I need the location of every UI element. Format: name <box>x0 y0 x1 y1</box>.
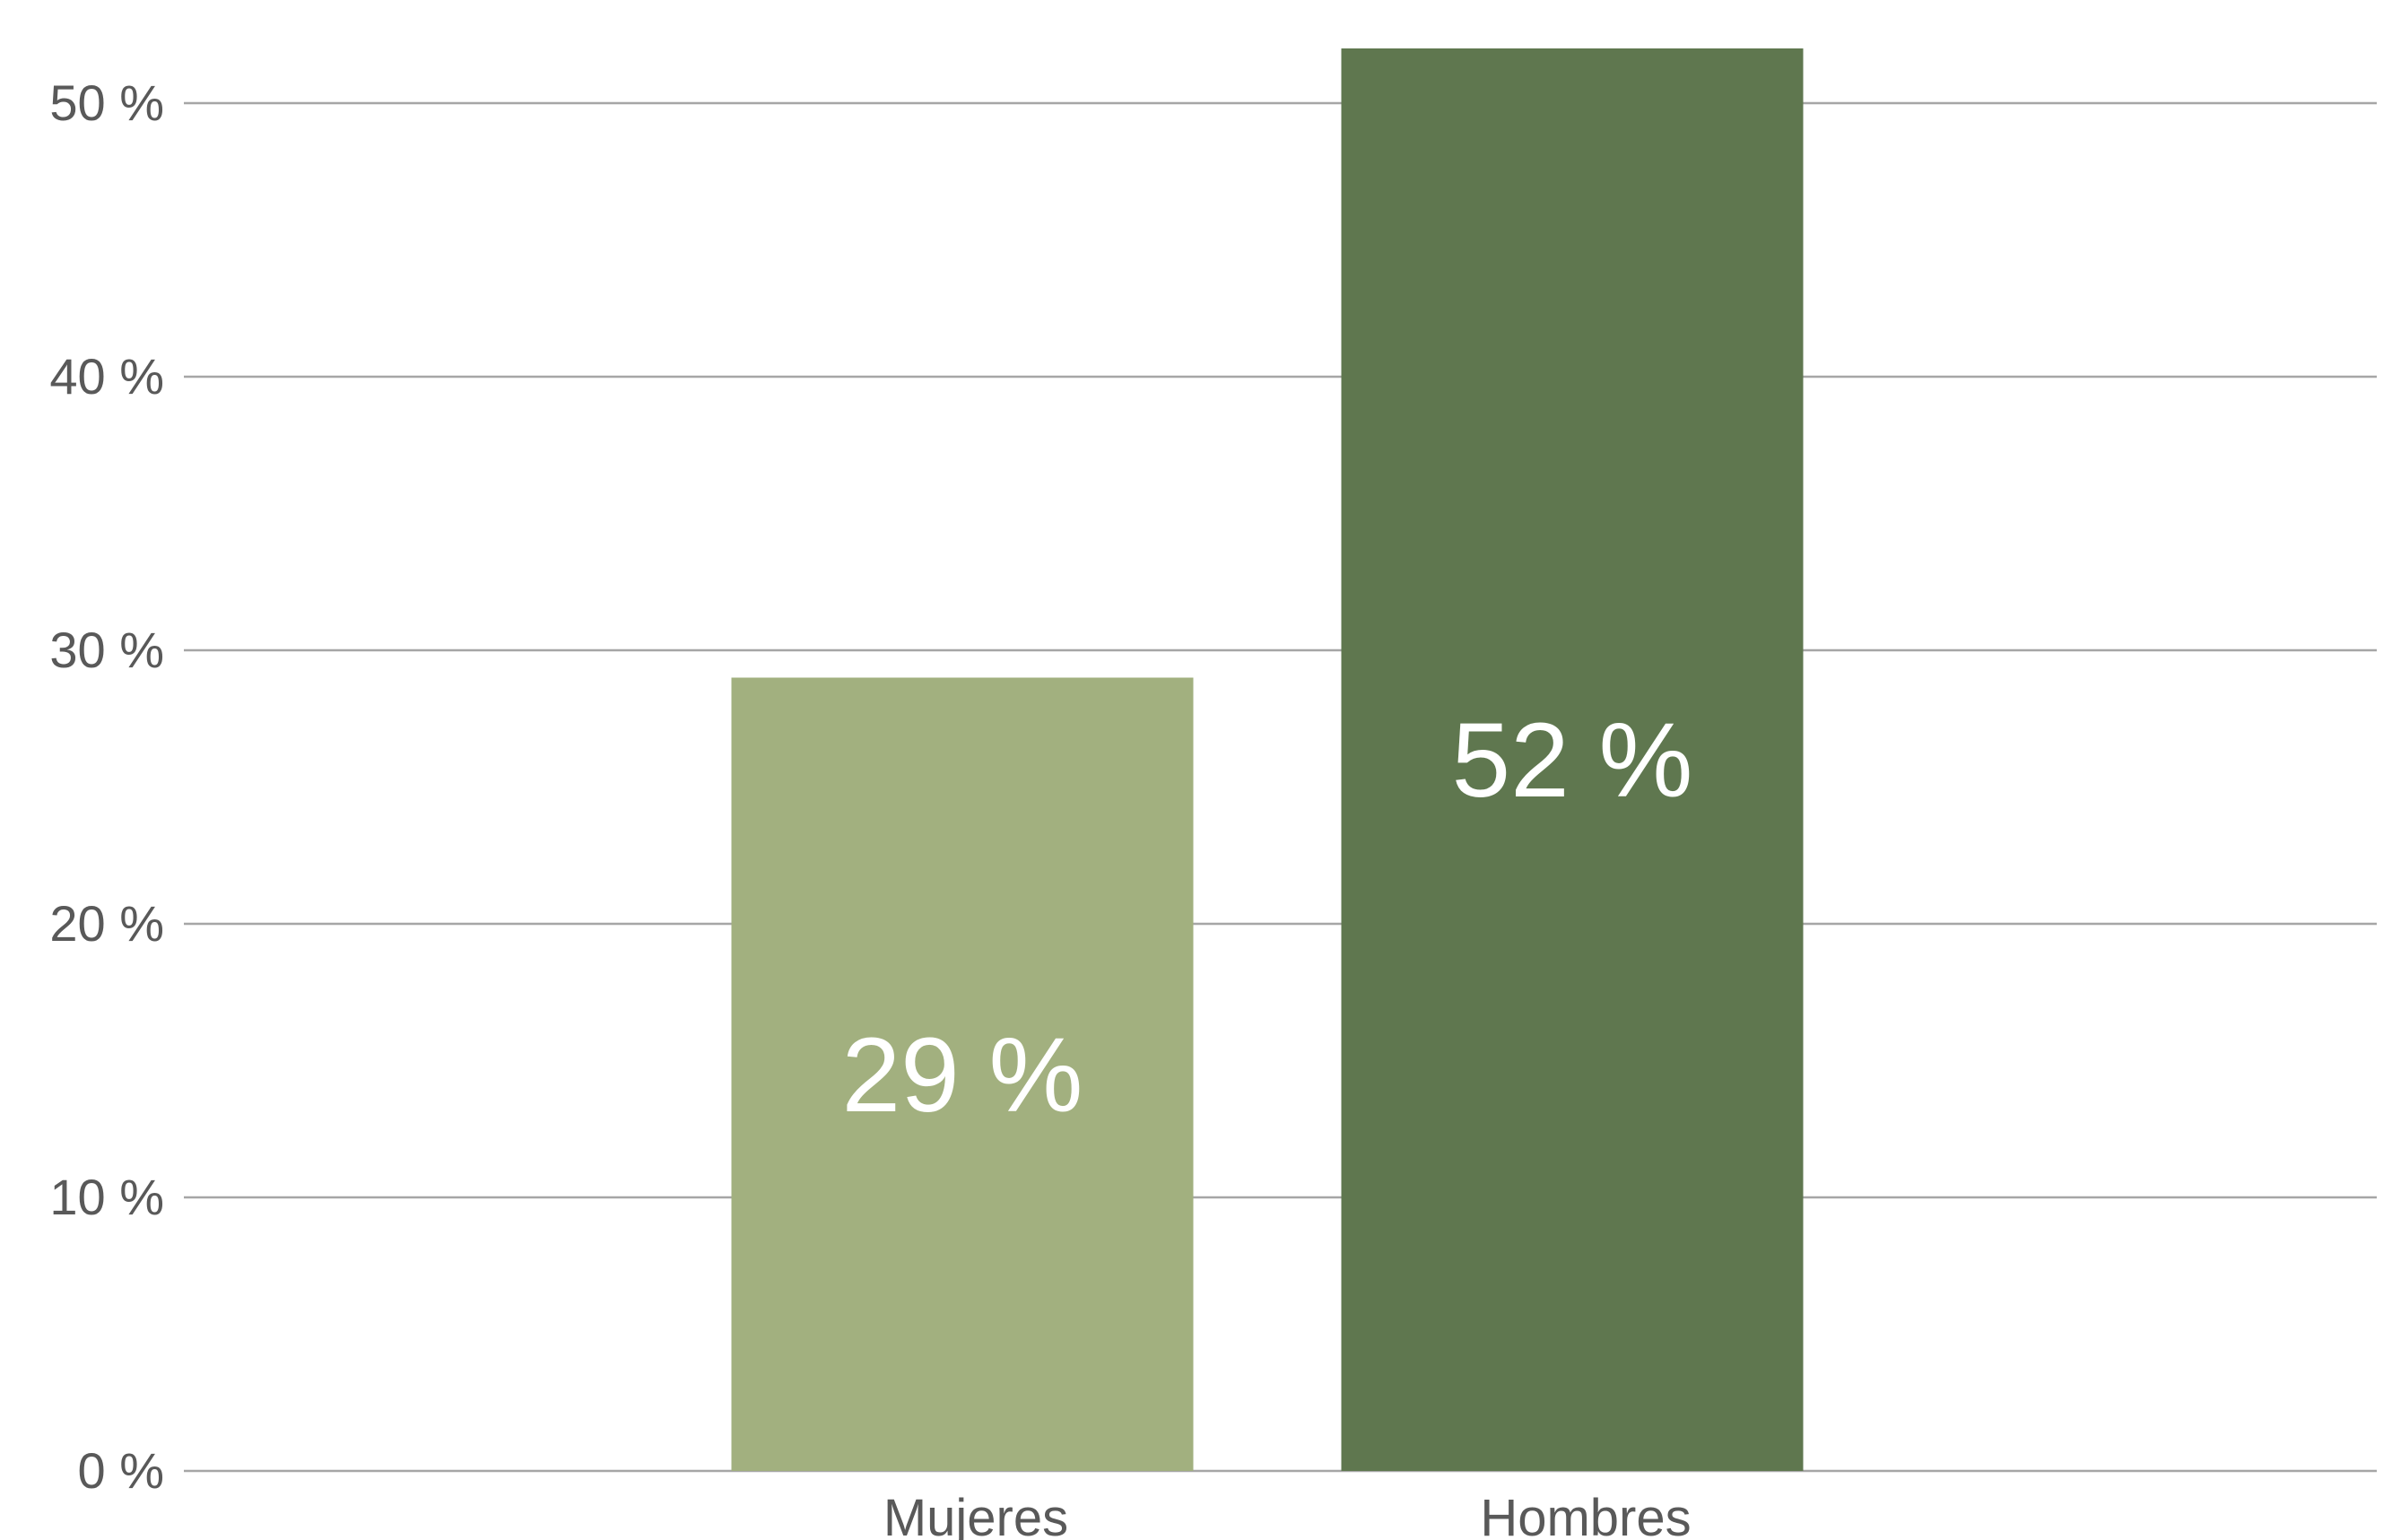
x-tick-label-hombres: Hombres <box>1480 1489 1691 1540</box>
data-label-mujeres: 29 % <box>842 1016 1083 1135</box>
data-label-hombres: 52 % <box>1452 701 1693 820</box>
bars <box>731 48 1804 1471</box>
y-tick-label: 0 % <box>78 1442 165 1499</box>
data-labels: 29 % 52 % <box>842 701 1693 1135</box>
x-tick-label-mujeres: Mujeres <box>883 1489 1068 1540</box>
y-tick-label: 30 % <box>49 622 164 678</box>
y-tick-label: 20 % <box>49 895 164 952</box>
y-tick-label: 50 % <box>49 74 164 131</box>
y-tick-label: 10 % <box>49 1169 164 1225</box>
x-axis-ticks: Mujeres Hombres <box>883 1489 1692 1540</box>
y-axis-ticks: 0 % 10 % 20 % 30 % 40 % 50 % <box>49 74 164 1499</box>
bar-mujeres <box>731 677 1194 1471</box>
gridlines <box>184 101 2377 1473</box>
y-tick-label: 40 % <box>49 348 164 405</box>
bar-hombres <box>1341 48 1804 1471</box>
